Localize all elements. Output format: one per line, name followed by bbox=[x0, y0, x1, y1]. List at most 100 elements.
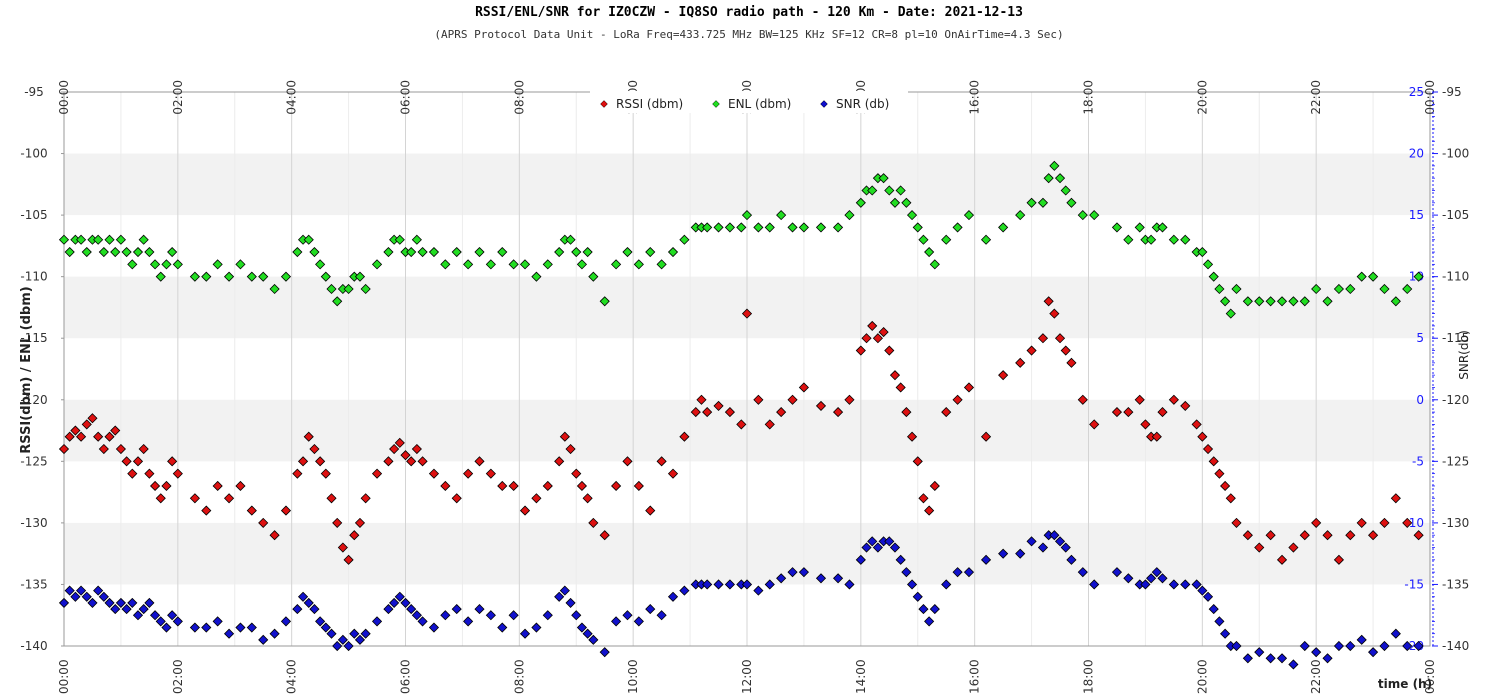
enl-point bbox=[201, 271, 212, 282]
y-tick-label-right-rssi: -135 bbox=[1442, 577, 1469, 591]
snr-point bbox=[411, 610, 422, 621]
y-ticks-left: -95 -100 -105 -110 -115 -120 -125 -130 -135 -140 bbox=[20, 85, 64, 653]
enl-point bbox=[571, 246, 582, 258]
snr-point bbox=[280, 616, 292, 627]
y-tick-label-right-snr: 20 bbox=[1409, 147, 1424, 161]
snr-point bbox=[645, 604, 656, 615]
snr-point bbox=[76, 585, 87, 596]
y-tick-label-right-rssi: -100 bbox=[1442, 147, 1469, 161]
snr-point bbox=[906, 579, 918, 590]
snr-point bbox=[417, 616, 428, 627]
snr-point bbox=[787, 567, 798, 578]
rssi-point bbox=[861, 333, 872, 344]
snr-point bbox=[724, 579, 735, 590]
snr-point bbox=[172, 616, 183, 627]
rssi-point bbox=[394, 437, 405, 448]
snr-point bbox=[235, 622, 246, 633]
snr-point bbox=[889, 542, 901, 553]
snr-point bbox=[212, 616, 223, 627]
rssi-point bbox=[633, 480, 644, 492]
y-tick-label-left: -135 bbox=[20, 577, 47, 591]
snr-point bbox=[519, 628, 531, 639]
snr-point bbox=[571, 610, 582, 621]
snr-point bbox=[320, 622, 331, 633]
snr-point bbox=[81, 591, 92, 602]
snr-point bbox=[87, 597, 98, 608]
snr-point bbox=[315, 616, 326, 627]
x-tick-label-bottom: 10:00 bbox=[626, 659, 640, 694]
enl-point bbox=[633, 259, 644, 270]
enl-point bbox=[127, 259, 138, 270]
rssi-point bbox=[115, 443, 126, 455]
snr-point bbox=[929, 604, 940, 615]
rssi-point bbox=[138, 443, 149, 455]
data-points bbox=[58, 160, 1424, 670]
enl-point bbox=[1168, 234, 1179, 245]
rssi-point bbox=[1265, 530, 1276, 541]
enl-point bbox=[155, 271, 166, 282]
enl-point bbox=[912, 222, 923, 233]
x-tick-label-top: 04:00 bbox=[285, 80, 299, 115]
rssi-point bbox=[1066, 357, 1077, 368]
rssi-point bbox=[912, 456, 923, 467]
rssi-point bbox=[895, 382, 906, 393]
rssi-point bbox=[110, 425, 121, 436]
snr-point bbox=[1077, 567, 1088, 578]
enl-point bbox=[764, 222, 775, 233]
snr-point bbox=[485, 610, 496, 621]
rssi-point bbox=[235, 480, 246, 492]
snr-point bbox=[1111, 567, 1123, 578]
enl-point bbox=[1220, 296, 1231, 307]
snr-point bbox=[400, 597, 411, 608]
snr-point bbox=[1157, 573, 1168, 584]
rssi-point bbox=[901, 407, 912, 418]
enl-point bbox=[531, 271, 542, 282]
enl-point bbox=[309, 246, 320, 258]
rssi-point bbox=[667, 468, 679, 479]
enl-point bbox=[326, 283, 337, 295]
snr-point bbox=[1345, 640, 1356, 652]
snr-point bbox=[497, 622, 508, 633]
enl-point bbox=[1242, 296, 1253, 307]
enl-point bbox=[1202, 259, 1214, 270]
enl-point bbox=[269, 283, 280, 295]
enl-point bbox=[394, 234, 405, 245]
enl-point bbox=[924, 246, 935, 258]
rssi-point bbox=[223, 493, 235, 504]
snr-point bbox=[93, 585, 104, 596]
snr-point bbox=[138, 604, 149, 615]
rssi-point bbox=[383, 456, 394, 467]
y-tick-label-right-snr: 15 bbox=[1409, 208, 1424, 222]
rssi-point bbox=[1276, 554, 1288, 565]
enl-point bbox=[1157, 222, 1168, 233]
enl-point bbox=[132, 246, 144, 258]
y-tick-label-right-rssi: -115 bbox=[1442, 331, 1469, 345]
snr-point bbox=[884, 536, 895, 547]
x-ticks-bottom: 00:00 02:00 04:00 06:00 08:00 10:00 12:00 14:00… bbox=[57, 659, 1437, 694]
rssi-point bbox=[872, 333, 883, 344]
enl-point bbox=[167, 246, 178, 258]
y-tick-label-left: -125 bbox=[20, 454, 47, 468]
snr-point bbox=[918, 604, 929, 615]
rssi-point bbox=[696, 394, 707, 405]
snr-point bbox=[798, 567, 809, 578]
snr-point bbox=[440, 610, 451, 621]
enl-point bbox=[611, 259, 622, 270]
rssi-point bbox=[702, 407, 713, 418]
rssi-point bbox=[1356, 517, 1367, 528]
enl-point bbox=[150, 259, 161, 270]
x-tick-label-bottom: 20:00 bbox=[1195, 659, 1209, 694]
x-tick-label-bottom: 00:00 bbox=[57, 659, 71, 694]
snr-point bbox=[451, 604, 462, 615]
y-tick-label-right-snr: -15 bbox=[1404, 577, 1424, 591]
snr-point bbox=[360, 628, 371, 639]
rssi-point bbox=[1214, 468, 1225, 479]
snr-point bbox=[1197, 585, 1208, 596]
enl-point bbox=[918, 234, 929, 245]
snr-point bbox=[1231, 640, 1242, 652]
snr-point bbox=[383, 604, 394, 615]
enl-point bbox=[1015, 210, 1026, 221]
y-tick-label-left: -120 bbox=[20, 393, 47, 407]
enl-point bbox=[440, 259, 451, 270]
x-tick-label-bottom: 06:00 bbox=[399, 659, 413, 694]
